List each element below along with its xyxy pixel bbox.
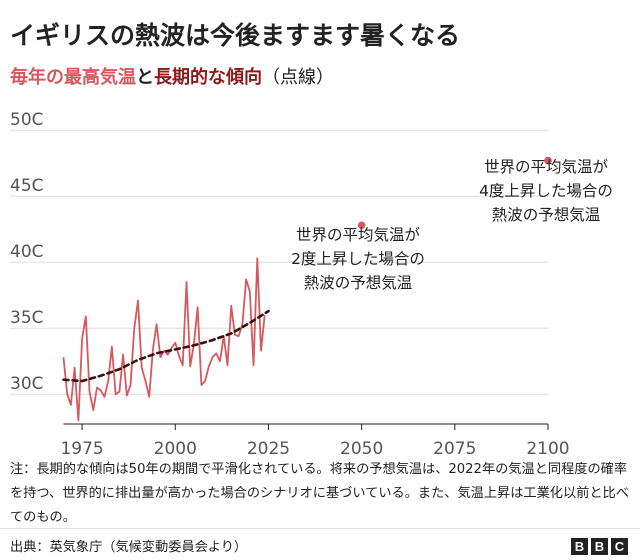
subtitle-annual-max: 毎年の最高気温	[10, 67, 136, 88]
projection-label-line: 世界の平均気温が	[296, 226, 421, 244]
subtitle-dotted-note: （点線）	[262, 67, 334, 88]
subtitle-long-term-trend: 長期的な傾向	[154, 67, 262, 88]
y-tick-label: 30C	[10, 374, 44, 394]
bbc-logo-letter: B	[571, 538, 588, 555]
projection-label-line: 熱波の予想気温	[492, 206, 601, 224]
x-tick-label: 2025	[247, 439, 290, 459]
projection-point	[544, 156, 552, 165]
x-tick-label: 2000	[154, 439, 197, 459]
x-tick-label: 2100	[526, 439, 569, 459]
footnote: 注：長期的な傾向は50年の期間で平滑化されている。将来の予想気温は、2022年の…	[10, 462, 629, 525]
y-tick-label: 45C	[10, 176, 44, 196]
projection-point	[357, 221, 366, 230]
line-chart: 30C 35C 40C 45C 50C 1975 2000 2025 2050 2075 2100 世…	[10, 110, 613, 459]
chart-title: イギリスの熱波は今後ますます暑くなる	[10, 21, 461, 50]
y-tick-label: 35C	[10, 308, 44, 328]
x-tick-label: 2075	[433, 439, 476, 459]
bbc-logo-letter: B	[591, 538, 608, 555]
projection-label-line: 熱波の予想気温	[304, 274, 413, 292]
trend-line-dashed	[62, 309, 270, 383]
projection-label-line: 世界の平均気温が	[484, 158, 609, 176]
x-tick-label: 2050	[340, 439, 383, 459]
annual-max-line	[62, 257, 266, 422]
source-credit: 出典：英気象庁（気候変動委員会より）	[10, 540, 248, 555]
projection-label-line: 4度上昇した場合の	[479, 182, 613, 200]
subtitle-and: と	[136, 67, 154, 88]
projection-label-line: 2度上昇した場合の	[291, 250, 425, 268]
footer-divider	[0, 528, 640, 529]
bbc-logo: B B C	[571, 538, 628, 555]
x-tick-label: 1975	[60, 439, 103, 459]
chart-subtitle: 毎年の最高気温と長期的な傾向（点線）	[10, 63, 334, 89]
y-tick-label: 40C	[10, 242, 44, 262]
y-tick-label: 50C	[10, 110, 44, 130]
bbc-logo-letter: C	[611, 538, 628, 555]
